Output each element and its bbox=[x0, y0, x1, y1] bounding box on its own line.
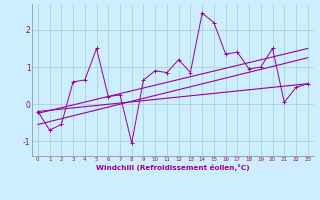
X-axis label: Windchill (Refroidissement éolien,°C): Windchill (Refroidissement éolien,°C) bbox=[96, 164, 250, 171]
